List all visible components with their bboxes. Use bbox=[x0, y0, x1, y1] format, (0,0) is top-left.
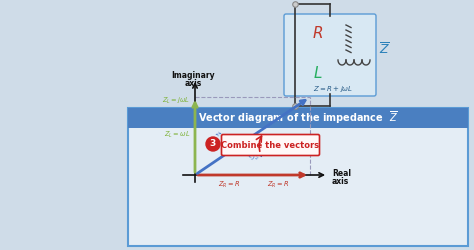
Text: Imaginary: Imaginary bbox=[171, 70, 215, 80]
Text: 3: 3 bbox=[210, 140, 216, 148]
Text: $Z = \sqrt{R^2+(\omega L)^2}$: $Z = \sqrt{R^2+(\omega L)^2}$ bbox=[212, 126, 263, 166]
Text: $Z_R = R$: $Z_R = R$ bbox=[267, 180, 289, 190]
Text: axis: axis bbox=[332, 178, 349, 186]
Text: $R$: $R$ bbox=[312, 25, 324, 41]
Text: $Z_R = R$: $Z_R = R$ bbox=[219, 180, 241, 190]
Bar bbox=[128, 108, 468, 246]
Text: Combine the vectors: Combine the vectors bbox=[221, 140, 319, 149]
Text: $Z_L = j\omega L$: $Z_L = j\omega L$ bbox=[162, 96, 190, 106]
Text: $Z_L = \omega L$: $Z_L = \omega L$ bbox=[164, 129, 190, 140]
Text: Real: Real bbox=[332, 168, 351, 177]
FancyBboxPatch shape bbox=[284, 14, 376, 96]
Circle shape bbox=[206, 137, 220, 151]
FancyBboxPatch shape bbox=[221, 134, 319, 156]
Bar bbox=[128, 108, 468, 128]
Text: $L$: $L$ bbox=[313, 65, 323, 81]
Text: $\overline{Z}$: $\overline{Z}$ bbox=[379, 42, 390, 58]
Text: axis: axis bbox=[184, 80, 201, 88]
Text: $Z = R + j\omega L$: $Z = R + j\omega L$ bbox=[313, 84, 353, 94]
Text: Vector diagram of the impedance  $\overline{Z}$: Vector diagram of the impedance $\overli… bbox=[198, 110, 398, 126]
